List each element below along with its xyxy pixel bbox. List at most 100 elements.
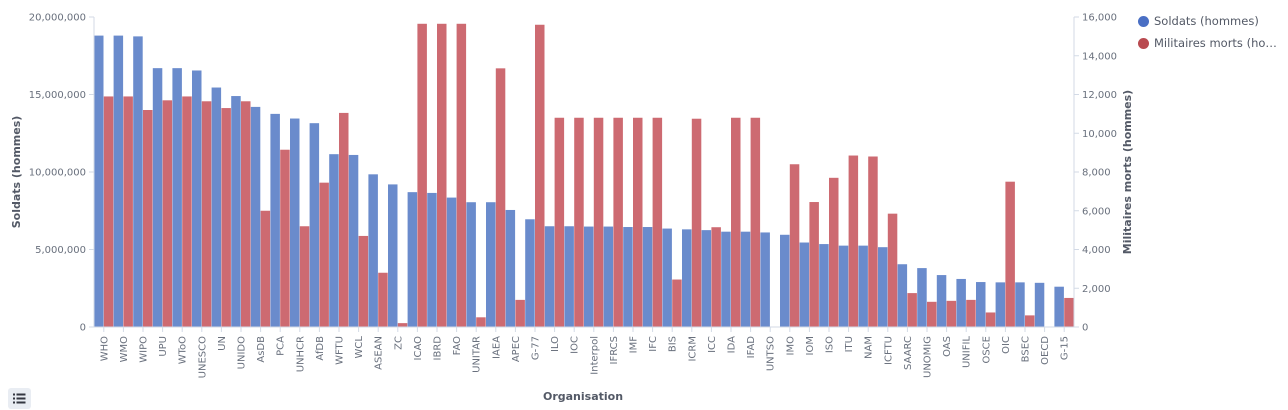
- bar-soldats-iom[interactable]: [799, 242, 810, 327]
- bar-soldats-oic[interactable]: [995, 282, 1006, 327]
- bar-soldats-itu[interactable]: [838, 245, 849, 328]
- bar-soldats-ida[interactable]: [721, 231, 731, 327]
- bar-militaires-morts-unhcr[interactable]: [299, 226, 310, 327]
- bar-soldats-wtoo[interactable]: [172, 68, 182, 328]
- bar-soldats-iso[interactable]: [819, 244, 829, 327]
- bar-militaires-morts-oic[interactable]: [1005, 181, 1015, 327]
- bar-soldats-g-15[interactable]: [1054, 286, 1064, 327]
- bar-soldats-unitar[interactable]: [466, 202, 476, 327]
- bar-militaires-morts-itu[interactable]: [848, 155, 859, 327]
- bar-militaires-morts-ifad[interactable]: [750, 117, 761, 327]
- bar-militaires-morts-asean[interactable]: [378, 272, 388, 327]
- bar-militaires-morts-nam[interactable]: [868, 156, 878, 328]
- bar-soldats-unhcr[interactable]: [290, 118, 300, 327]
- bar-militaires-morts-unomig[interactable]: [927, 301, 937, 327]
- bar-militaires-morts-upu[interactable]: [162, 100, 173, 327]
- bar-militaires-morts-icc[interactable]: [711, 227, 721, 327]
- bar-soldats-pca[interactable]: [270, 113, 280, 328]
- bar-militaires-morts-imf[interactable]: [633, 117, 643, 327]
- bar-militaires-morts-unifil[interactable]: [966, 299, 976, 328]
- bar-militaires-morts-icao[interactable]: [417, 23, 427, 328]
- bar-soldats-upu[interactable]: [152, 68, 163, 328]
- bar-militaires-morts-un[interactable]: [221, 108, 231, 327]
- bar-soldats-who[interactable]: [94, 35, 104, 327]
- bar-militaires-morts-ioc[interactable]: [574, 117, 584, 327]
- bar-militaires-morts-iso[interactable]: [829, 177, 839, 327]
- bar-soldats-ioc[interactable]: [564, 226, 574, 327]
- bar-militaires-morts-ilo[interactable]: [554, 117, 565, 327]
- bar-soldats-ifrcs[interactable]: [603, 226, 614, 327]
- bar-militaires-morts-unitar[interactable]: [476, 317, 486, 327]
- bar-militaires-morts-icrm[interactable]: [691, 118, 702, 327]
- bar-militaires-morts-wmo[interactable]: [123, 96, 133, 327]
- bar-soldats-g-77[interactable]: [525, 219, 535, 327]
- bar-soldats-wipo[interactable]: [133, 36, 143, 328]
- bar-soldats-icc[interactable]: [701, 230, 712, 328]
- bar-soldats-afdb[interactable]: [309, 123, 320, 328]
- bar-soldats-wmo[interactable]: [113, 35, 124, 327]
- bar-soldats-asean[interactable]: [368, 174, 378, 327]
- bar-soldats-imf[interactable]: [623, 227, 633, 327]
- bar-militaires-morts-ifrcs[interactable]: [613, 117, 623, 327]
- bar-soldats-ilo[interactable]: [544, 226, 555, 327]
- bar-militaires-morts-afdb[interactable]: [319, 182, 329, 327]
- bar-militaires-morts-bsec[interactable]: [1025, 315, 1035, 328]
- bar-soldats-osce[interactable]: [976, 282, 986, 327]
- bar-soldats-unifil[interactable]: [956, 278, 966, 327]
- bar-soldats-interpol[interactable]: [584, 226, 594, 327]
- bar-militaires-morts-osce[interactable]: [985, 312, 996, 327]
- bar-soldats-iaea[interactable]: [486, 202, 496, 327]
- bar-militaires-morts-unesco[interactable]: [201, 101, 212, 327]
- bar-militaires-morts-ida[interactable]: [731, 117, 741, 327]
- bar-militaires-morts-saarc[interactable]: [907, 293, 917, 327]
- bar-militaires-morts-who[interactable]: [103, 96, 114, 327]
- bar-militaires-morts-wtoo[interactable]: [182, 96, 192, 327]
- bar-soldats-ifc[interactable]: [642, 227, 653, 327]
- bar-militaires-morts-bis[interactable]: [672, 279, 682, 327]
- bar-soldats-un[interactable]: [211, 87, 222, 327]
- bar-militaires-morts-imo[interactable]: [789, 164, 800, 327]
- legend-toggle-button[interactable]: [8, 388, 31, 409]
- bar-soldats-bis[interactable]: [662, 228, 672, 327]
- bar-soldats-icrm[interactable]: [682, 229, 692, 327]
- bar-militaires-morts-ifc[interactable]: [652, 117, 663, 327]
- bar-soldats-wcl[interactable]: [348, 154, 359, 327]
- bar-militaires-morts-oas[interactable]: [946, 300, 957, 327]
- bar-militaires-morts-wftu[interactable]: [339, 112, 349, 327]
- bar-soldats-icao[interactable]: [407, 192, 418, 327]
- bar-soldats-unesco[interactable]: [192, 70, 202, 327]
- legend-item-militaires-morts[interactable]: Militaires morts (hom...: [1138, 32, 1286, 54]
- bar-militaires-morts-iaea[interactable]: [495, 68, 506, 327]
- bar-soldats-untso[interactable]: [760, 232, 770, 327]
- bar-soldats-nam[interactable]: [858, 245, 868, 328]
- bar-militaires-morts-unido[interactable]: [241, 101, 251, 327]
- bar-soldats-icftu[interactable]: [878, 247, 888, 327]
- bar-soldats-unido[interactable]: [231, 96, 241, 327]
- bar-militaires-morts-wcl[interactable]: [358, 235, 369, 327]
- bar-soldats-apec[interactable]: [505, 209, 516, 327]
- bar-soldats-ibrd[interactable]: [427, 192, 437, 327]
- bar-militaires-morts-asdb[interactable]: [260, 210, 271, 327]
- bar-militaires-morts-wipo[interactable]: [143, 110, 153, 327]
- bar-militaires-morts-icftu[interactable]: [887, 213, 898, 327]
- bar-soldats-oas[interactable]: [936, 275, 947, 327]
- bar-soldats-bsec[interactable]: [1015, 282, 1025, 327]
- bar-soldats-unomig[interactable]: [917, 268, 927, 327]
- legend-item-soldats[interactable]: Soldats (hommes): [1138, 10, 1286, 32]
- bar-militaires-morts-pca[interactable]: [280, 149, 290, 327]
- bar-militaires-morts-apec[interactable]: [515, 299, 525, 328]
- bar-soldats-saarc[interactable]: [897, 264, 908, 327]
- bar-militaires-morts-interpol[interactable]: [593, 117, 604, 327]
- bar-soldats-imo[interactable]: [780, 234, 790, 327]
- bar-militaires-morts-iom[interactable]: [809, 202, 819, 327]
- bar-militaires-morts-zc[interactable]: [397, 323, 408, 328]
- bar-soldats-oecd[interactable]: [1034, 282, 1045, 327]
- bar-soldats-wftu[interactable]: [329, 154, 339, 327]
- bar-militaires-morts-fao[interactable]: [456, 23, 467, 328]
- bar-soldats-fao[interactable]: [446, 197, 457, 327]
- bar-soldats-asdb[interactable]: [250, 106, 261, 328]
- bar-soldats-zc[interactable]: [388, 184, 398, 327]
- bar-militaires-morts-g-77[interactable]: [535, 24, 545, 327]
- bar-soldats-ifad[interactable]: [740, 231, 751, 327]
- bar-militaires-morts-ibrd[interactable]: [437, 23, 447, 328]
